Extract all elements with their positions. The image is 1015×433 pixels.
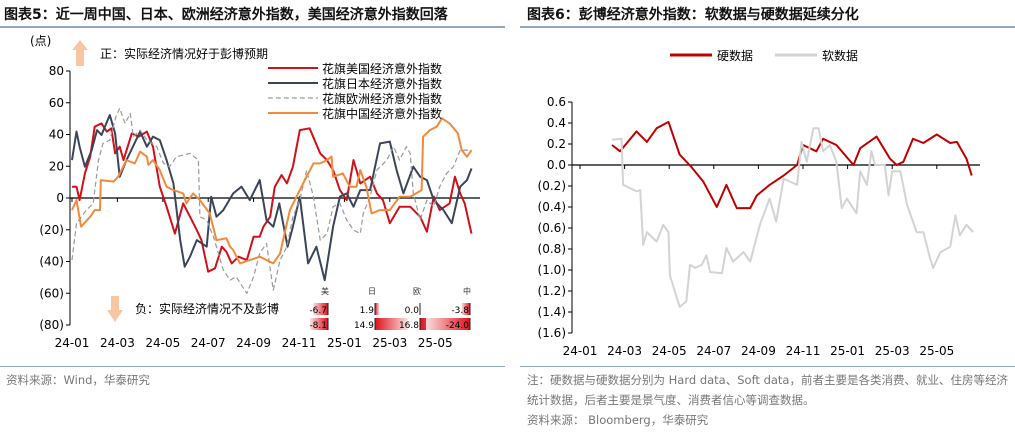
mini-table-bar: [375, 303, 380, 315]
x-tick-label: 24-03: [100, 336, 135, 350]
y-tick-label: 60: [49, 96, 64, 110]
y-tick-label: (40): [39, 255, 64, 269]
legend-label: 花旗欧洲经济意外指数: [322, 91, 442, 106]
left-chart-title: 图表5：近一周中国、日本、欧洲经济意外指数，美国经济意外指数回落: [4, 7, 448, 23]
y-tick-label: 0.6: [547, 95, 566, 109]
mini-table-bar: [375, 318, 408, 330]
x-tick-label: 24-03: [607, 344, 642, 358]
mini-table-value: -8.1: [309, 321, 327, 331]
mini-table-value: -3.8: [451, 306, 469, 316]
x-tick-label: 24-09: [741, 344, 776, 358]
left-chart: (点) 80 60 40 20 0 (20) (40) (60) (80) 24-01 24-03 24…: [30, 34, 480, 350]
y-tick-label: (0.8): [538, 242, 566, 256]
x-tick-label: 25-03: [372, 336, 407, 350]
mini-table-header: 欧: [413, 286, 421, 296]
y-tick-label: (60): [39, 286, 64, 300]
y-axis-unit: (点): [30, 34, 51, 48]
mini-table-value: 0.0: [405, 306, 420, 316]
mini-table-bar: [461, 303, 470, 315]
right-note: 注：硬数据与硬数据分别为 Hard data、Soft data，前者主要是各类…: [527, 373, 1008, 407]
x-tick-label: 24-05: [145, 336, 180, 350]
right-title-divider: [520, 26, 1015, 28]
series-line-2: [611, 127, 974, 308]
y-tick-label: (1.6): [538, 326, 566, 340]
legend-label: 花旗美国经济意外指数: [322, 61, 442, 76]
y-tick-label: (1.2): [538, 284, 566, 298]
x-tick-label: 24-11: [786, 344, 821, 358]
x-tick-label: 24-07: [191, 336, 226, 350]
mini-table-value: -6.7: [309, 306, 327, 316]
arrow-down-icon-head: [107, 310, 123, 322]
arrow-down-icon: [111, 296, 119, 312]
y-tick-label: (1.4): [538, 305, 566, 319]
legend-label: 花旗中国经济意外指数: [322, 106, 442, 121]
x-tick-label: 24-09: [236, 336, 271, 350]
left-title-divider: [0, 26, 505, 28]
left-footer-divider: [0, 366, 505, 367]
mini-table-value: 14.9: [354, 321, 374, 331]
x-tick-label: 24-01: [55, 336, 90, 350]
x-tick-label: 25-05: [418, 336, 453, 350]
arrow-up-icon: [76, 48, 84, 66]
left-source: 资料来源：Wind，华泰研究: [6, 373, 150, 387]
y-tick-label: 80: [49, 64, 64, 78]
mini-table-header: 美: [321, 286, 329, 296]
x-tick-label: 24-05: [652, 344, 687, 358]
right-source: 资料来源： Bloomberg，华泰研究: [527, 413, 709, 427]
y-tick-label: (0.2): [538, 179, 566, 193]
positive-annotation: 正：实际经济情况好于彭博预期: [100, 46, 268, 61]
y-tick-label: 0.4: [547, 116, 566, 130]
legend-label: 软数据: [822, 48, 858, 63]
arrow-up-icon-head: [72, 40, 88, 50]
series-line-4: [71, 117, 473, 265]
x-tick-label: 25-01: [830, 344, 865, 358]
legend-label: 花旗日本经济意外指数: [322, 76, 442, 91]
mini-table-value: -24.0: [446, 321, 470, 331]
right-chart-title: 图表6：彭博经济意外指数：软数据与硬数据延续分化: [527, 7, 859, 23]
mini-table-bar: [313, 303, 328, 315]
mini-table-value: 16.8: [399, 321, 419, 331]
y-tick-label: 0.0: [547, 158, 566, 172]
mini-table-bar: [426, 318, 470, 330]
negative-annotation: 负：实际经济情况不及彭博: [135, 301, 279, 316]
y-tick-label: (0.4): [538, 200, 566, 214]
x-tick-label: 24-11: [282, 336, 317, 350]
x-tick-label: 24-07: [696, 344, 731, 358]
mini-table-bar: [310, 318, 328, 330]
right-chart: 0.6 0.4 0.2 0.0 (0.2) (0.4) (0.6) (0.8) (1.0) (1.…: [538, 48, 980, 358]
right-footer-divider: [520, 366, 1015, 367]
mini-table-header: 日: [368, 287, 376, 296]
mini-table-value: 1.9: [360, 306, 375, 316]
y-tick-label: 40: [49, 128, 64, 142]
series-line-3: [71, 107, 470, 294]
legend-label: 硬数据: [717, 48, 753, 63]
y-tick-label: 0: [56, 191, 64, 205]
y-tick-label: (1.0): [538, 263, 566, 277]
x-tick-label: 25-05: [919, 344, 954, 358]
series-line-1: [72, 122, 473, 273]
y-tick-label: (80): [39, 318, 64, 332]
mini-table-header: 中: [463, 286, 471, 296]
x-tick-label: 25-03: [875, 344, 910, 358]
y-tick-label: 20: [49, 159, 64, 173]
y-tick-label: (20): [39, 223, 64, 237]
y-tick-label: (0.6): [538, 221, 566, 235]
x-tick-label: 24-01: [563, 344, 598, 358]
y-tick-label: 0.2: [547, 137, 566, 151]
x-tick-label: 25-01: [327, 336, 362, 350]
